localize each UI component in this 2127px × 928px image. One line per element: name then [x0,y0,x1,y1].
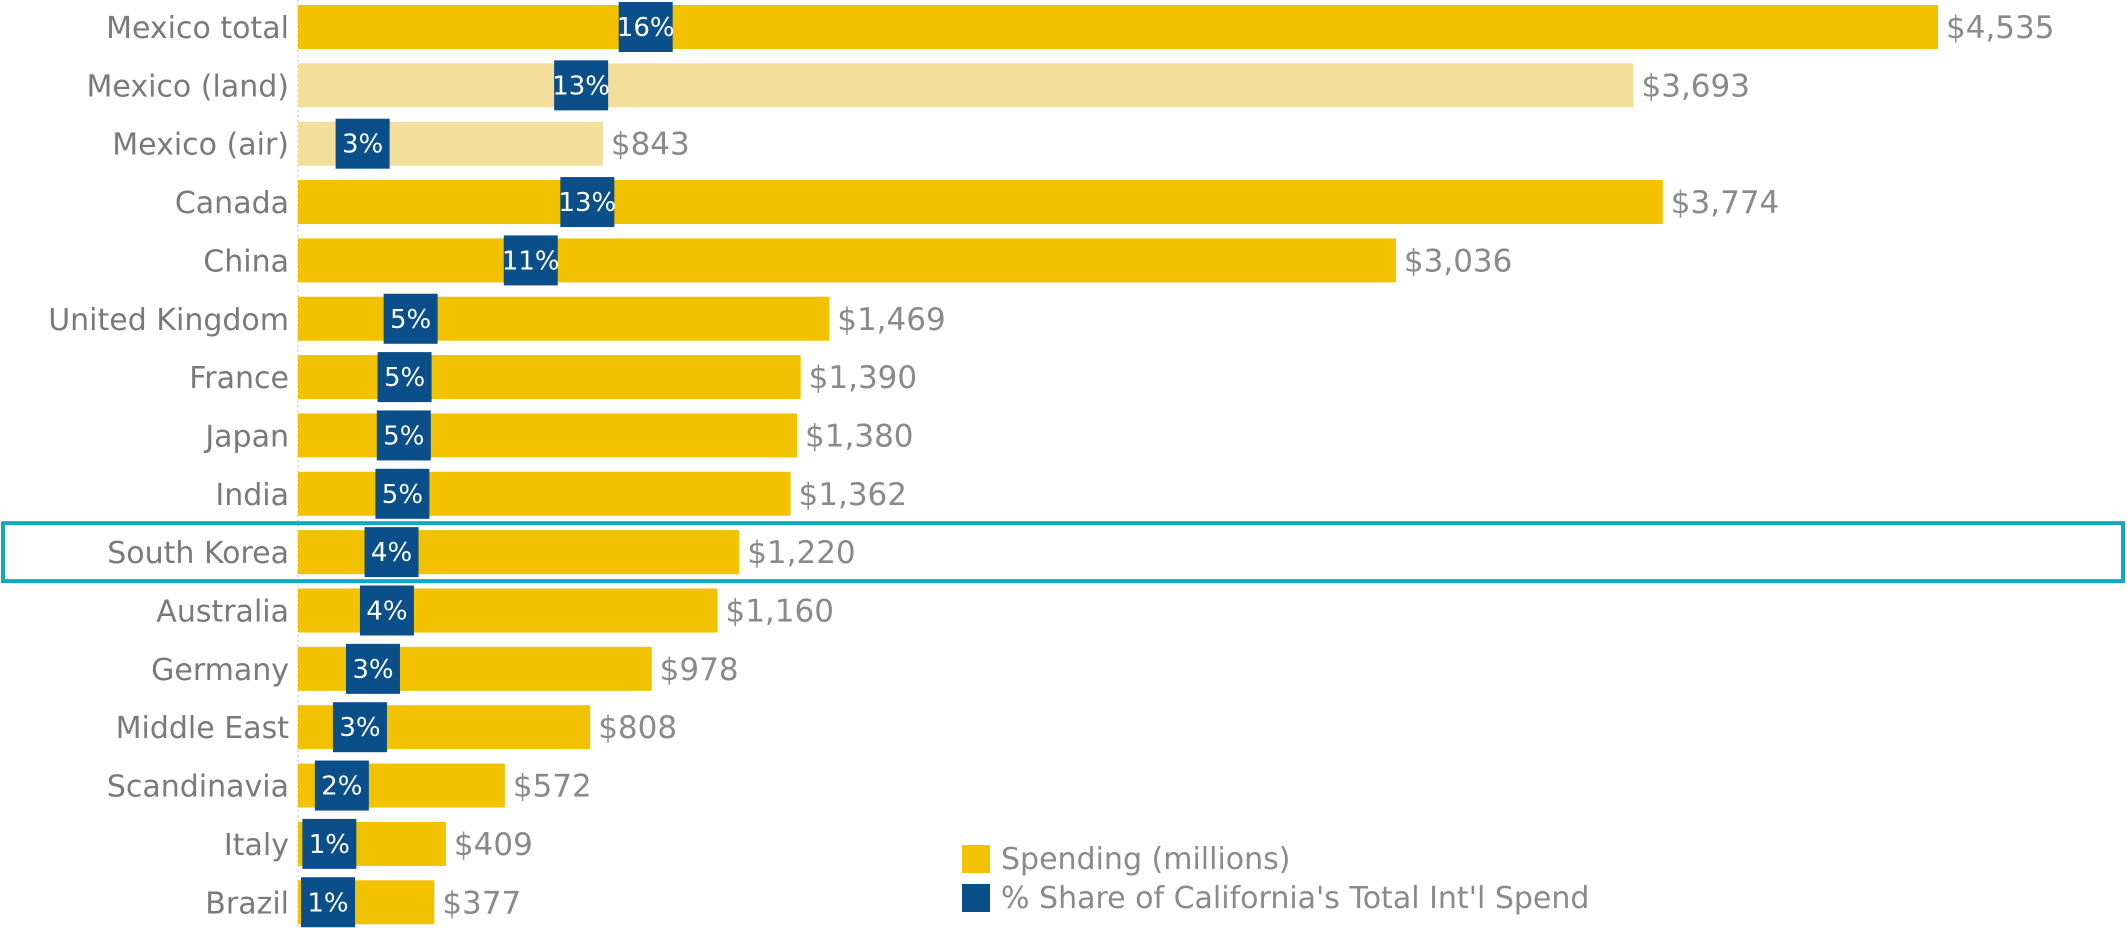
spending-value-label: $1,220 [747,535,855,571]
share-value-label: 2% [321,772,362,802]
share-value-label: 13% [552,71,610,101]
share-value-label: 4% [366,597,407,627]
spending-bar [298,296,830,341]
spending-bar [298,5,1938,49]
share-box [301,877,355,928]
category-label: Scandinavia [107,770,289,805]
category-label: Germany [151,653,289,688]
category-label: Mexico (land) [87,69,289,104]
category-label: India [215,478,289,513]
category-label: Mexico (air) [112,128,289,163]
share-value-label: 5% [382,480,423,510]
highlight-box [1,521,2125,584]
share-box [618,2,673,52]
category-label: South Korea [107,536,289,571]
spending-value-label: $3,693 [1642,68,1750,104]
share-box [302,818,357,869]
share-value-label: 13% [558,188,616,218]
share-box [560,177,615,228]
share-value-label: 5% [384,363,425,393]
spending-value-label: $843 [611,127,690,163]
share-box [503,235,558,286]
share-value-label: 1% [307,888,348,918]
share-box [554,60,609,111]
legend: Spending (millions) % Share of Californi… [962,842,1589,916]
category-label: Japan [203,419,289,454]
spending-bar [298,238,1396,283]
share-value-label: 5% [383,421,424,451]
category-label: Middle East [116,711,290,746]
share-value-label: 3% [342,130,383,160]
share-box [335,118,390,169]
legend-swatch-share [962,884,990,912]
category-label: United Kingdom [48,303,289,338]
share-value-label: 3% [339,713,380,743]
spending-value-label: $1,380 [805,418,913,454]
spending-value-label: $978 [660,652,739,688]
share-box [375,468,430,519]
category-label: Australia [156,595,289,630]
share-value-label: 11% [502,246,560,276]
share-box [383,293,438,344]
spending-value-label: $3,036 [1404,243,1512,279]
share-value-label: 1% [309,830,350,860]
share-box [359,585,414,636]
share-value-label: 3% [352,655,393,685]
spending-bar [298,530,740,575]
share-box [314,760,369,811]
spending-value-label: $409 [454,827,533,863]
spending-value-label: $1,469 [837,302,945,338]
spending-value-label: $4,535 [1946,10,2054,46]
share-box [345,643,400,694]
spending-value-label: $1,362 [799,477,907,513]
legend-label-spending: Spending (millions) [1001,842,1291,877]
spending-bar [298,471,791,516]
share-box [376,410,431,461]
category-label: Mexico total [106,11,289,46]
spending-bar [298,63,1634,108]
category-label: Italy [224,828,289,863]
spending-value-label: $377 [442,885,521,921]
share-value-label: 16% [617,13,675,43]
spending-bar [298,355,801,400]
category-label: China [203,244,289,279]
spending-bar [298,180,1663,225]
category-label: France [189,361,289,396]
legend-swatch-spending [962,845,990,873]
spending-value-label: $572 [513,769,592,805]
share-box [332,702,387,753]
spending-value-label: $808 [598,710,677,746]
category-label: Canada [175,186,289,221]
spending-value-label: $1,160 [725,594,833,630]
spending-bar [298,413,798,458]
spending-value-label: $3,774 [1671,185,1779,221]
share-value-label: 5% [390,305,431,335]
share-box [364,527,419,578]
share-value-label: 4% [371,538,412,568]
category-label: Brazil [205,886,289,921]
share-box [377,352,432,403]
spending-value-label: $1,390 [809,360,917,396]
legend-label-share: % Share of California's Total Int'l Spen… [1001,881,1589,916]
